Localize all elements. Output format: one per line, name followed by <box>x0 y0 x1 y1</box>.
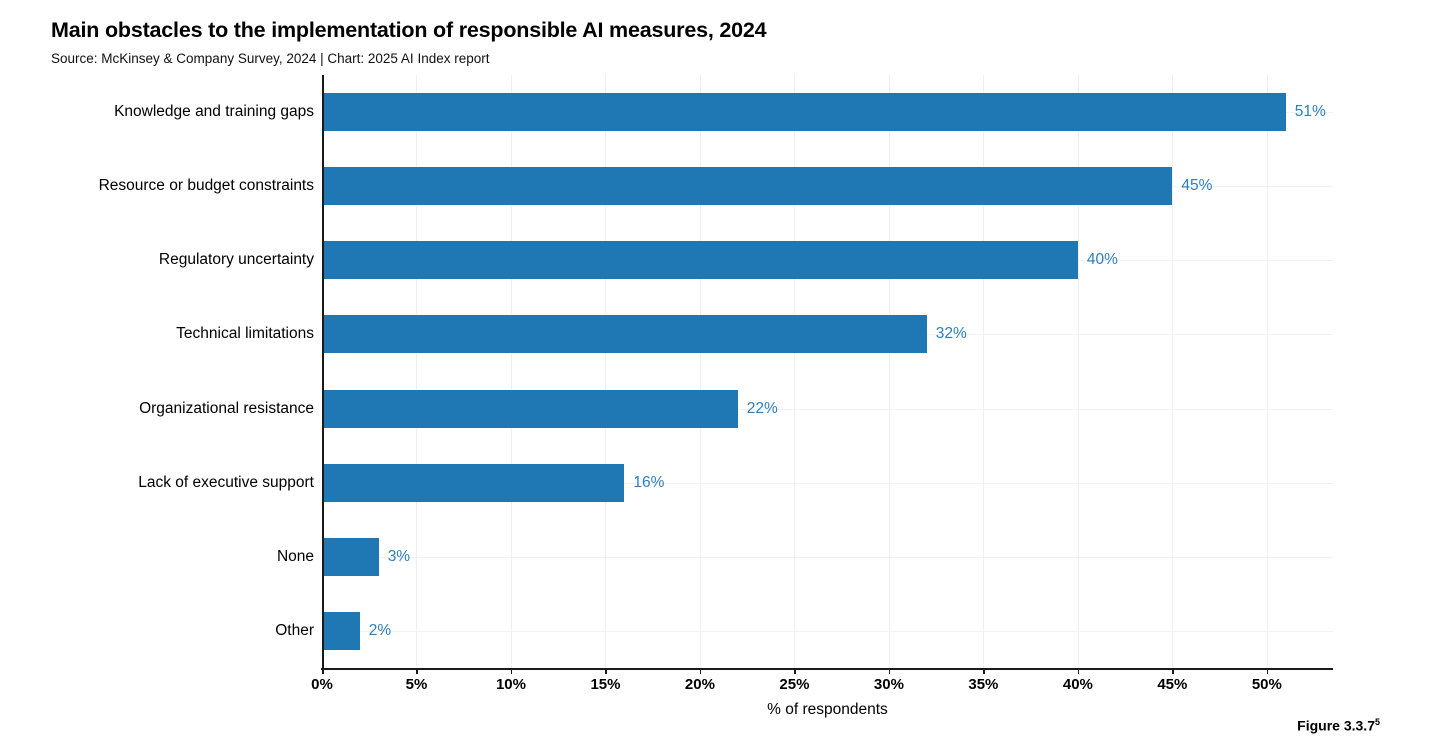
bar <box>322 463 625 502</box>
category-label: Lack of executive support <box>138 473 314 491</box>
chart-title: Main obstacles to the implementation of … <box>51 18 767 42</box>
grid-line-horizontal <box>322 482 1333 484</box>
category-label: Organizational resistance <box>139 399 314 417</box>
figure-superscript: 5 <box>1374 717 1380 727</box>
x-tick-label: 20% <box>684 676 715 693</box>
grid-line-vertical <box>1172 75 1174 668</box>
x-tick-mark <box>699 670 702 674</box>
grid-line-horizontal <box>322 556 1333 558</box>
chart-subtitle: Source: McKinsey & Company Survey, 2024 … <box>51 51 490 66</box>
grid-line-vertical <box>983 75 985 668</box>
x-tick-mark <box>416 670 418 674</box>
x-tick-label: 40% <box>1062 676 1093 693</box>
x-tick-label: 5% <box>405 676 428 693</box>
x-tick-mark <box>794 670 796 674</box>
bar <box>322 167 1173 206</box>
grid-line-vertical <box>1077 75 1079 668</box>
value-label: 45% <box>1181 177 1213 195</box>
x-tick-label: 35% <box>968 676 999 693</box>
figure-label-text: Figure 3.3.7 <box>1297 717 1375 734</box>
grid-line-vertical <box>699 75 701 668</box>
value-label: 3% <box>387 547 411 565</box>
category-label: None <box>276 547 314 565</box>
x-tick-mark <box>605 670 607 674</box>
bar <box>322 241 1078 280</box>
x-tick-mark <box>983 670 985 674</box>
x-tick-mark <box>1172 670 1174 674</box>
x-tick-mark <box>322 670 324 674</box>
value-label: 32% <box>935 325 967 343</box>
y-axis-line <box>322 75 324 670</box>
x-tick-label: 25% <box>779 676 810 693</box>
x-tick-label: 0% <box>311 676 333 693</box>
grid-line-vertical <box>510 75 512 668</box>
bar <box>322 315 927 354</box>
x-tick-mark <box>888 670 891 674</box>
x-tick-label: 15% <box>590 676 621 693</box>
grid-line-vertical <box>605 75 607 668</box>
category-label: Resource or budget constraints <box>98 177 314 195</box>
grid-line-vertical <box>416 75 418 668</box>
bar <box>322 611 360 650</box>
x-tick-mark <box>1266 670 1269 674</box>
figure-label: Figure 3.3.75 <box>1297 717 1380 734</box>
value-label: 2% <box>368 621 392 639</box>
x-tick-label: 30% <box>873 676 904 693</box>
x-tick-label: 10% <box>495 676 526 693</box>
grid-line-horizontal <box>322 408 1333 410</box>
grid-line-vertical <box>1266 75 1268 668</box>
bar <box>322 389 738 428</box>
grid-line-vertical <box>794 75 796 668</box>
category-label: Technical limitations <box>176 325 314 343</box>
grid-line-horizontal <box>322 630 1333 632</box>
category-label: Knowledge and training gaps <box>114 103 314 121</box>
value-label: 16% <box>633 473 665 491</box>
x-axis-title: % of respondents <box>767 701 888 718</box>
bar <box>322 537 379 576</box>
value-label: 22% <box>746 399 778 417</box>
category-label: Regulatory uncertainty <box>158 251 314 269</box>
x-tick-label: 50% <box>1251 676 1282 693</box>
bar <box>322 93 1286 132</box>
x-tick-mark <box>1077 670 1080 674</box>
x-tick-label: 45% <box>1157 676 1188 693</box>
x-axis-line <box>321 668 1333 670</box>
grid-line-vertical <box>888 75 890 668</box>
category-label: Other <box>275 621 314 639</box>
value-label: 51% <box>1294 103 1326 121</box>
x-tick-mark <box>510 670 513 674</box>
value-label: 40% <box>1086 251 1118 269</box>
